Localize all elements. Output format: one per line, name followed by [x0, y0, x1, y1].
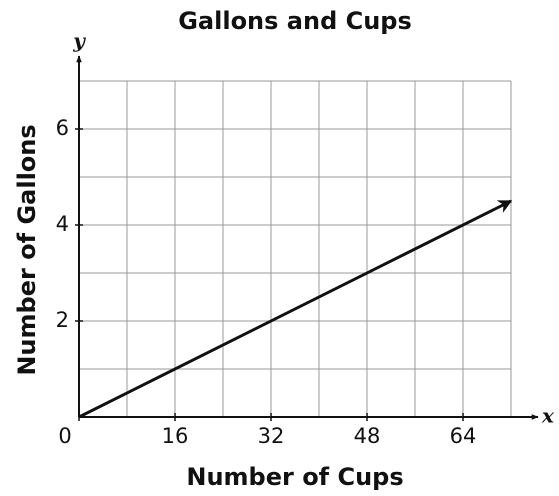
- x-tick-label: 48: [354, 424, 381, 448]
- x-tick-label: 64: [450, 424, 477, 448]
- y-variable: y: [72, 29, 86, 53]
- y-axis-title: Number of Gallons: [13, 124, 41, 375]
- x-variable: x: [541, 404, 555, 428]
- x-tick-label: 32: [258, 424, 285, 448]
- y-tick-label: 4: [56, 212, 69, 236]
- data-line: [78, 199, 513, 419]
- chart-title: Gallons and Cups: [178, 7, 412, 35]
- x-tick-label: 0: [58, 424, 71, 448]
- x-axis-title: Number of Cups: [186, 463, 403, 491]
- y-tick-label: 6: [56, 116, 69, 140]
- x-tick-label: 16: [162, 424, 189, 448]
- y-tick-label: 2: [56, 308, 69, 332]
